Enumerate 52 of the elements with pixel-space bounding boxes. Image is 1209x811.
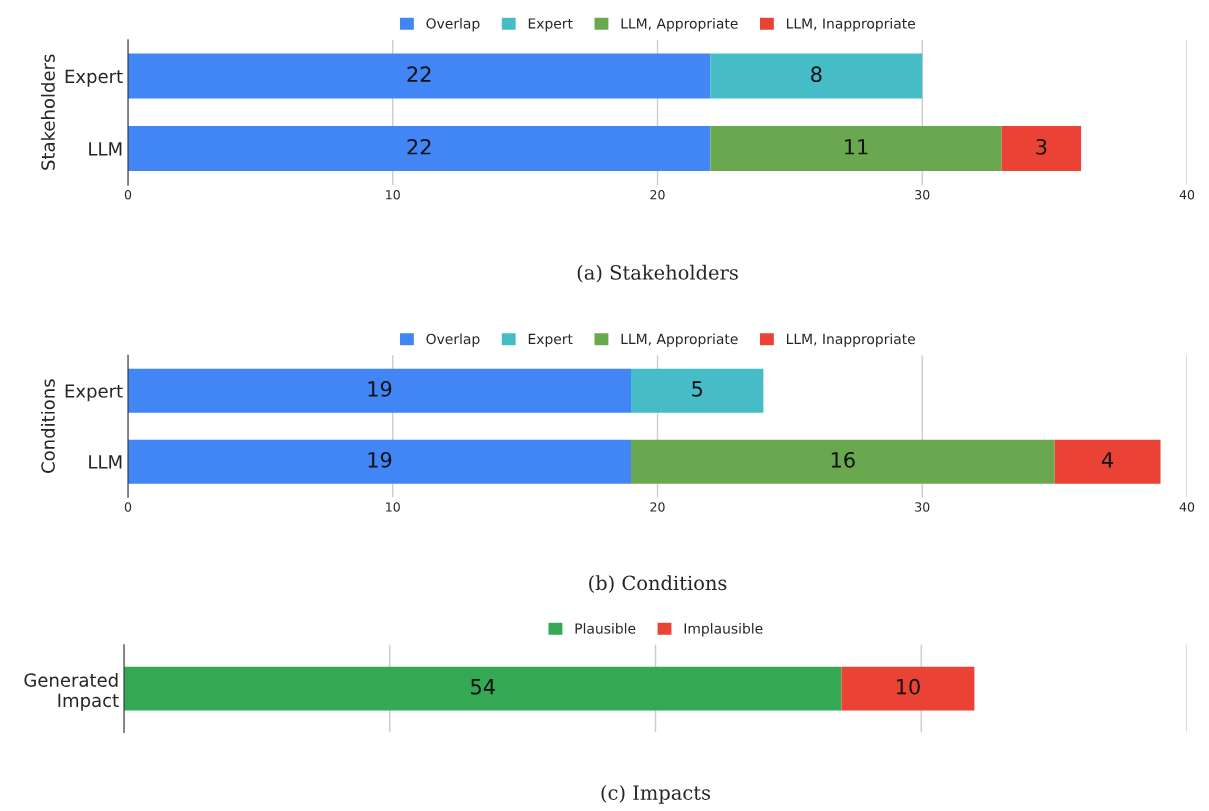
x-tick-label: 0 <box>124 502 132 512</box>
legend-label: Plausible <box>575 622 636 634</box>
legend-label: LLM, Appropriate <box>621 333 738 347</box>
x-tick-label: 30 <box>915 502 930 512</box>
bar <box>631 368 764 413</box>
bar <box>710 126 1002 172</box>
y-tick-label: LLM <box>89 142 122 156</box>
data-label: 54 <box>471 679 495 695</box>
text: (c) Impacts <box>601 784 711 804</box>
x-tick-label: 30 <box>915 189 930 200</box>
x-tick-label: 10 <box>386 189 400 200</box>
legend-label: Expert <box>528 333 573 347</box>
data-label: 10 <box>897 678 920 695</box>
x-tick-label: 20 <box>650 189 665 200</box>
x-tick-label: 0 <box>124 189 132 200</box>
y-axis-title: Stakeholders <box>40 54 55 170</box>
legend-label: Overlap <box>426 17 480 32</box>
bar <box>1054 439 1161 484</box>
y-tick-label: Expert <box>65 69 123 87</box>
legend-label: Overlap <box>426 333 480 347</box>
legend-label: Expert <box>528 18 573 32</box>
data-label: 16 <box>831 451 855 468</box>
bar <box>128 439 632 484</box>
bar <box>710 53 923 99</box>
data-label: 22 <box>407 66 431 82</box>
data-label: 19 <box>368 380 392 397</box>
legend-label: LLM, Appropriate <box>621 17 738 32</box>
y-tick-label: Expert <box>65 384 123 402</box>
data-label: 5 <box>692 381 703 397</box>
data-label: 3 <box>1036 138 1047 155</box>
legend-label: LLM, Inappropriate <box>786 333 915 347</box>
y-axis-title: Conditions <box>40 379 55 473</box>
bar <box>631 439 1055 484</box>
bar <box>128 368 632 413</box>
y-tick-label: Generated Impact <box>24 672 119 711</box>
data-label: 19 <box>368 451 392 468</box>
x-tick-label: 20 <box>650 502 665 512</box>
legend-label: LLM, Inappropriate <box>786 17 915 32</box>
y-tick-label: LLM <box>89 455 122 469</box>
x-tick-label: 40 <box>1179 502 1195 512</box>
x-tick-label: 40 <box>1179 189 1195 200</box>
bar <box>128 53 711 99</box>
x-tick-label: 10 <box>386 502 400 512</box>
text: (a) Stakeholders <box>577 264 738 283</box>
text: (b) Conditions <box>589 575 727 594</box>
data-label: 11 <box>845 139 868 155</box>
data-label: 22 <box>407 138 431 155</box>
bar <box>128 126 711 172</box>
legend-label: Implausible <box>684 622 763 637</box>
data-label: 4 <box>1101 452 1114 468</box>
bar <box>1001 126 1082 172</box>
data-label: 8 <box>811 66 822 83</box>
